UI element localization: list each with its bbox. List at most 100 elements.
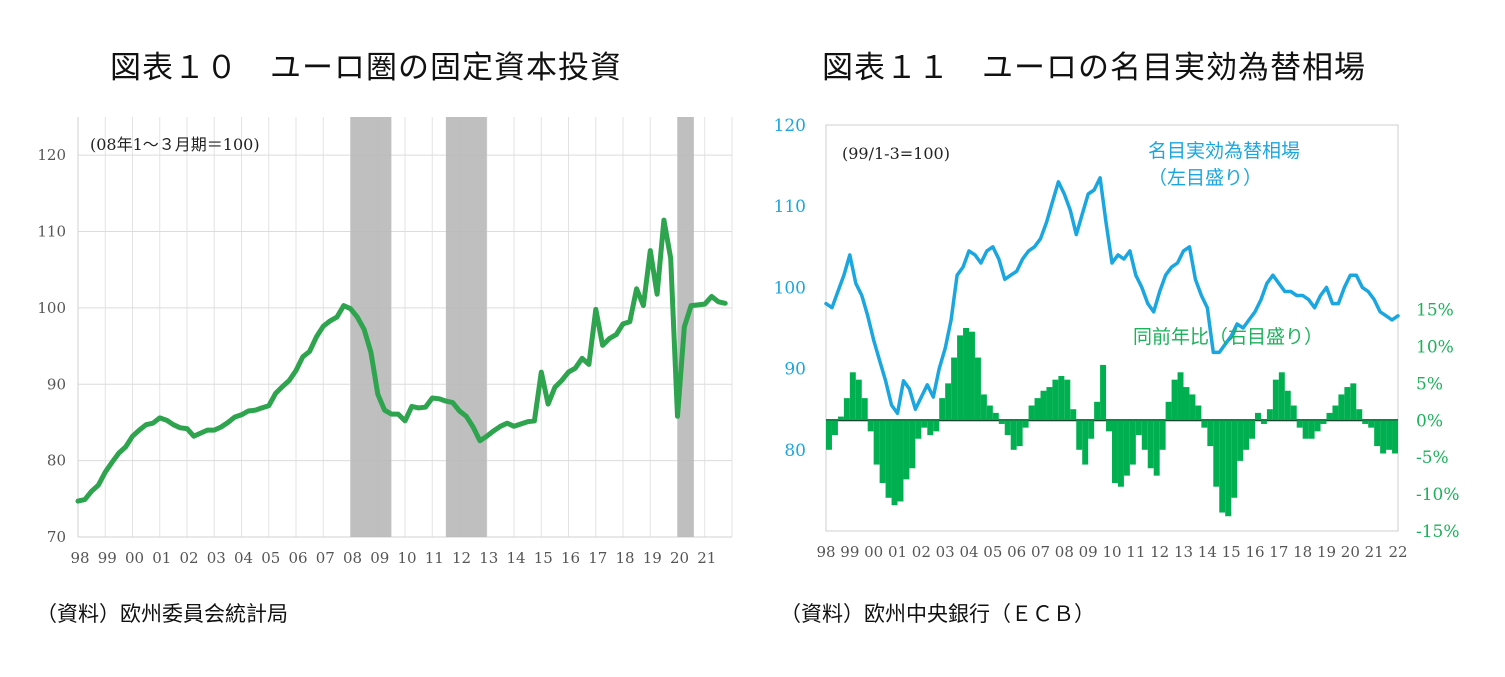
yoy-bar <box>1052 379 1059 421</box>
x-tick-label: 09 <box>370 549 389 567</box>
yoy-bar <box>837 416 844 421</box>
yoy-bar <box>980 394 987 421</box>
x-tick-label: 99 <box>98 549 117 567</box>
yoy-bar <box>1290 405 1297 421</box>
yoy-bar <box>1016 420 1023 447</box>
y-right-tick-label: 5% <box>1416 374 1443 394</box>
yoy-bar <box>1040 390 1047 421</box>
yoy-bar <box>1332 405 1339 421</box>
x-tick-label: 19 <box>643 549 662 567</box>
x-tick-label: 15 <box>1222 543 1241 561</box>
yoy-bar <box>1171 379 1178 421</box>
x-tick-label: 08 <box>1055 543 1074 561</box>
yoy-bar <box>921 420 928 428</box>
yoy-bar <box>897 420 904 502</box>
x-tick-label: 13 <box>479 549 498 567</box>
x-tick-label: 98 <box>70 549 89 567</box>
x-tick-label: 05 <box>983 543 1002 561</box>
x-tick-label: 19 <box>1317 543 1336 561</box>
yoy-bar <box>1004 420 1011 436</box>
y-tick-label: 70 <box>47 528 66 546</box>
x-tick-label: 18 <box>615 549 634 567</box>
yoy-bar <box>998 420 1005 424</box>
yoy-bar <box>1368 420 1375 428</box>
x-tick-label: 08 <box>343 549 362 567</box>
x-tick-label: 15 <box>534 549 553 567</box>
chart10-plot: 70 80 90 100 110 120 98 99 00 01 02 03 04 05 06 07 08 09 1… <box>37 117 733 567</box>
yoy-bar <box>826 420 832 450</box>
yoy-bar <box>1177 372 1184 421</box>
chart10-note: (08年1～３月期＝100) <box>90 135 260 154</box>
yoy-bar <box>1296 420 1303 428</box>
x-tick-label: 04 <box>959 543 978 561</box>
recession-shade <box>445 117 487 537</box>
x-tick-label: 01 <box>888 543 907 561</box>
y-tick-label: 80 <box>47 452 66 470</box>
y-left-tick-label: 90 <box>784 360 806 380</box>
y-right-tick-label: -10% <box>1416 485 1460 505</box>
x-tick-label: 20 <box>670 549 689 567</box>
x-tick-label: 21 <box>1365 543 1384 561</box>
yoy-bar <box>1255 412 1261 421</box>
x-tick-label: 14 <box>506 549 525 567</box>
y-left-tick-label: 80 <box>784 441 806 461</box>
yoy-bar <box>1386 420 1393 450</box>
chart11-title: 図表１１ ユーロの名目実効為替相場 <box>822 50 1366 86</box>
yoy-bar <box>1266 409 1273 421</box>
y-left-tick-label: 100 <box>774 278 806 298</box>
yoy-bar <box>1207 420 1214 447</box>
yoy-bar <box>1356 409 1363 421</box>
x-tick-label: 12 <box>1150 543 1169 561</box>
yoy-bar <box>1183 387 1190 421</box>
yoy-bar <box>1058 375 1065 421</box>
yoy-bar <box>915 420 922 439</box>
x-tick-label: 11 <box>1126 543 1145 561</box>
yoy-bar <box>831 420 838 436</box>
yoy-bar <box>909 420 916 469</box>
y-tick-label: 90 <box>47 375 66 393</box>
yoy-bar <box>1135 420 1142 436</box>
x-tick-label: 03 <box>936 543 955 561</box>
investment-line <box>75 217 728 504</box>
yoy-bar <box>1141 420 1148 450</box>
x-tick-label: 12 <box>452 549 471 567</box>
yoy-bar <box>927 420 934 436</box>
yoy-bar <box>1392 420 1398 454</box>
chart10-title: 図表１０ ユーロ圏の固定資本投資 <box>110 50 622 86</box>
chart10-source: （資料）欧州委員会統計局 <box>36 602 288 626</box>
y-right-tick-label: 10% <box>1416 337 1454 357</box>
neer-line <box>824 176 1400 416</box>
x-tick-label: 98 <box>816 543 835 561</box>
x-tick-label: 10 <box>397 549 416 567</box>
x-tick-label: 02 <box>912 543 931 561</box>
yoy-bar <box>879 420 886 484</box>
yoy-bar <box>843 398 850 421</box>
y-right-tick-label: -15% <box>1416 522 1460 542</box>
y-right-tick-label: -5% <box>1416 448 1449 468</box>
yoy-bar <box>986 405 993 421</box>
yoy-bar <box>1034 398 1041 421</box>
yoy-bar <box>891 420 898 506</box>
yoy-bar <box>1046 387 1053 421</box>
x-tick-label: 21 <box>697 549 716 567</box>
chart11-source: （資料）欧州中央銀行（ＥＣＢ） <box>780 602 1095 626</box>
yoy-bar <box>1320 420 1327 424</box>
yoy-bar <box>867 420 874 432</box>
neer-series-label: 名目実効為替相場（左目盛り） <box>1148 140 1300 189</box>
yoy-bar <box>1308 420 1315 439</box>
x-tick-label: 18 <box>1293 543 1312 561</box>
yoy-bar <box>1344 387 1351 421</box>
x-tick-label: 20 <box>1341 543 1360 561</box>
yoy-bar <box>1249 420 1255 439</box>
yoy-bar <box>1284 390 1291 421</box>
yoy-bar <box>1237 420 1244 461</box>
y-tick-label: 110 <box>37 223 66 241</box>
yoy-bar <box>1213 420 1220 487</box>
yoy-bar <box>1100 364 1107 421</box>
yoy-bar <box>1350 383 1357 421</box>
x-tick-label: 03 <box>207 549 226 567</box>
yoy-bar <box>1189 394 1196 421</box>
yoy-bar <box>933 420 940 432</box>
x-tick-label: 10 <box>1102 543 1121 561</box>
